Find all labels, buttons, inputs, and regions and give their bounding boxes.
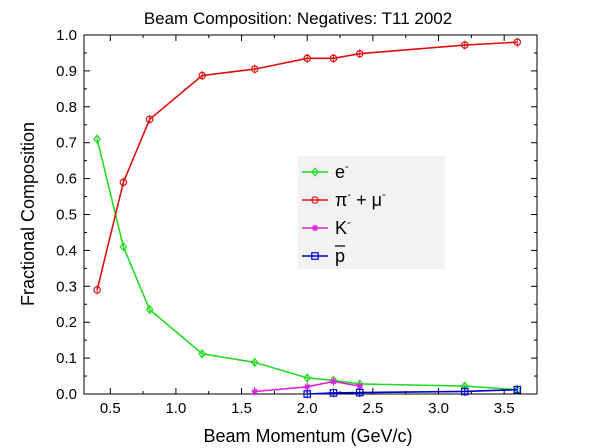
data-point (93, 286, 101, 294)
data-point (93, 134, 102, 144)
data-point (119, 242, 128, 252)
x-axis-label: Beam Momentum (GeV/c) (203, 426, 412, 446)
y-tick-label: 0.6 (56, 171, 77, 188)
legend-box (298, 156, 445, 269)
data-point (355, 49, 364, 58)
series-2 (251, 376, 363, 396)
y-axis-label: Fractional Composition (18, 122, 38, 306)
series-1 (93, 37, 522, 295)
data-point (329, 54, 338, 63)
data-point (250, 357, 259, 368)
data-point (329, 389, 338, 397)
x-tick-label: 3.0 (428, 400, 449, 417)
legend: e-π- + μ- K-p (298, 156, 445, 269)
x-tick-label: 0.5 (100, 400, 121, 417)
legend-label: π- + μ- (335, 189, 386, 210)
series-3 (303, 385, 522, 399)
y-tick-label: 0.2 (56, 314, 77, 331)
y-tick-label: 0.8 (56, 99, 77, 116)
legend-marker (311, 252, 319, 260)
data-point (250, 65, 259, 73)
data-point (303, 373, 312, 383)
axes: 0.5 1.0 1.5 2.0 2.5 3.0 3.5 0.0 0.1 0.2 0.3 0.4 0.5 0… (56, 27, 537, 417)
y-tick-label: 0.7 (56, 135, 77, 152)
y-tick-label: 1.0 (56, 27, 77, 44)
data-point (460, 387, 469, 396)
series-0 (93, 134, 522, 395)
series-layer (93, 37, 522, 399)
series-line (96, 41, 518, 291)
x-tick-label: 2.0 (297, 400, 318, 417)
legend-marker (311, 167, 319, 177)
x-tick-label: 2.5 (362, 400, 383, 417)
data-point (330, 378, 337, 385)
x-tick-label: 1.5 (231, 400, 252, 417)
series-line (96, 138, 518, 391)
data-point (513, 38, 522, 46)
series-line (254, 380, 360, 393)
y-tick-label: 0.4 (56, 242, 77, 259)
y-tick-label: 0.1 (56, 350, 77, 367)
y-tick-label: 0.5 (56, 207, 77, 224)
y-tick-label: 0.9 (56, 63, 77, 80)
chart-title: Beam Composition: Negatives: T11 2002 (144, 9, 452, 28)
data-point (303, 390, 312, 398)
data-point (303, 54, 312, 63)
data-point (251, 388, 258, 395)
y-tick-label: 0.3 (56, 278, 77, 295)
legend-marker (311, 224, 319, 232)
x-tick-label: 3.5 (494, 400, 515, 417)
data-point (304, 383, 311, 391)
data-point (119, 178, 128, 186)
data-point (145, 304, 154, 315)
legend-label: K- (335, 217, 351, 238)
legend-marker (311, 196, 319, 204)
data-point (198, 71, 206, 80)
x-tick-label: 1.0 (165, 400, 186, 417)
data-point (355, 388, 364, 397)
y-tick-label: 0.0 (56, 386, 77, 403)
legend-label: p (335, 246, 345, 266)
data-point (198, 349, 207, 359)
data-point (356, 382, 363, 390)
legend-label: e- (335, 161, 349, 182)
data-point (460, 41, 469, 49)
data-point (145, 115, 154, 124)
data-point (513, 385, 522, 394)
